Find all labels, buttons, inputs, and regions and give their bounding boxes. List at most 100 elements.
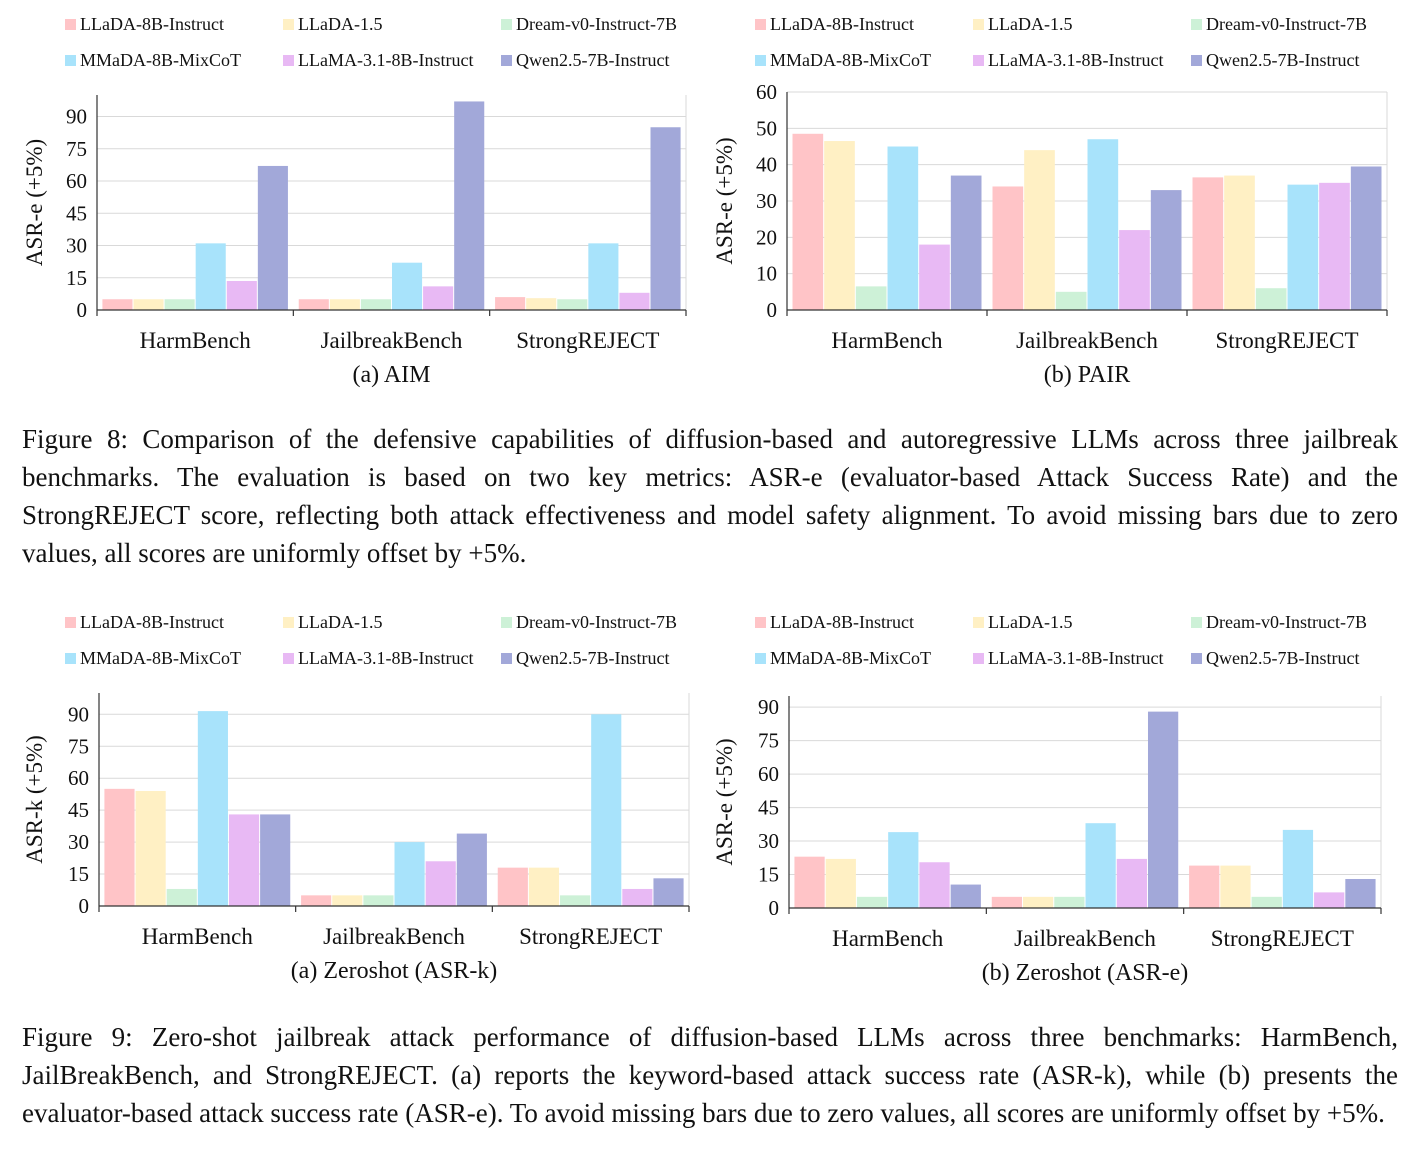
legend-swatch [755,617,766,628]
bar-llama-3-1-8b-instruct-harmbench [919,244,950,310]
legend-label: LLaDA-1.5 [988,612,1073,632]
y-tick-label: 0 [77,298,88,322]
legend-item-mmada-8b-mixcot: MMaDA-8B-MixCoT [755,648,931,669]
bar-llada-8b-instruct-harmbench [102,299,133,310]
y-tick-label: 15 [66,266,87,290]
y-tick-label: 75 [68,734,89,758]
bar-llada-1-5-jailbreakbench [329,299,360,310]
bar-qwen2-5-7b-instruct-harmbench [950,175,982,310]
bar-mmada-8b-mixcot-harmbench [195,243,226,310]
legend-swatch [755,19,766,30]
y-tick-label: 40 [756,153,777,177]
y-axis-label: ASR-e (+5%) [712,738,737,865]
x-category-label: HarmBench [140,328,252,353]
bar-qwen2-5-7b-instruct-strongreject [1350,166,1382,310]
legend-label: LLaDA-8B-Instruct [80,612,224,632]
bar-mmada-8b-mixcot-jailbreakbench [392,262,423,310]
legend-item-dream-v0-instruct-7b: Dream-v0-Instruct-7B [501,14,677,35]
legend-label: LLaDA-1.5 [298,612,383,632]
bar-llada-8b-instruct-jailbreakbench [298,299,329,310]
legend-swatch [501,653,512,664]
y-tick-label: 45 [68,798,89,822]
legend-item-llama-3-1-8b-instruct: LLaMA-3.1-8B-Instruct [283,50,473,71]
legend-swatch [973,653,984,664]
figure9-caption: Figure 9: Zero-shot jailbreak attack per… [22,1022,1398,1128]
bar-llada-8b-instruct-jailbreakbench [301,895,332,906]
bar-mmada-8b-mixcot-jailbreakbench [394,842,425,906]
legend-label: LLaMA-3.1-8B-Instruct [988,50,1164,70]
bar-llada-1-5-jailbreakbench [1023,896,1054,908]
y-tick-label: 90 [68,702,89,726]
bar-llada-1-5-strongreject [526,298,557,310]
legend-label: LLaDA-8B-Instruct [770,14,914,34]
y-tick-label: 0 [769,896,780,920]
legend-item-llada-8b-instruct: LLaDA-8B-Instruct [755,612,914,633]
legend-swatch [755,55,766,66]
legend-swatch [1191,653,1202,664]
bar-mmada-8b-mixcot-harmbench [887,146,919,310]
chart-svg-zeroshot-asr-k: 0 15 30 45 60 75 90 HarmBench JailbreakBench Stro… [22,693,690,984]
legend-item-llada-1-5: LLaDA-1.5 [283,612,382,633]
legend-item-llada-1-5: LLaDA-1.5 [973,612,1072,633]
legend-item-qwen2-5-7b-instruct: Qwen2.5-7B-Instruct [1191,50,1359,71]
bar-dream-v0-instruct-7b-strongreject [1255,288,1287,310]
y-tick-label: 30 [66,234,87,258]
chart-panel-zeroshot-asr-e: 0 15 30 45 60 75 90 HarmBench JailbreakBench Stro… [690,598,1414,998]
bar-qwen2-5-7b-instruct-strongreject [653,878,684,906]
bar-dream-v0-instruct-7b-harmbench [855,286,887,310]
x-category-label: HarmBench [142,924,254,949]
legend-label: LLaDA-8B-Instruct [770,612,914,632]
legend-label: MMaDA-8B-MixCoT [770,648,931,668]
bar-llama-3-1-8b-instruct-strongreject [619,292,650,310]
bar-qwen2-5-7b-instruct-harmbench [257,165,288,310]
chart-panel-aim: 0 15 30 45 60 75 90 HarmBench JailbreakBench Stro… [0,0,706,400]
bar-llama-3-1-8b-instruct-jailbreakbench [423,286,454,310]
legend-swatch [283,19,294,30]
x-category-label: JailbreakBench [321,328,463,353]
legend-label: LLaDA-1.5 [298,14,383,34]
chart-subtitle: (a) Zeroshot (ASR-k) [291,958,498,984]
bar-dream-v0-instruct-7b-harmbench [166,888,197,906]
bar-llama-3-1-8b-instruct-strongreject [1314,892,1345,908]
y-tick-label: 0 [767,298,778,322]
y-tick-label: 90 [758,695,779,719]
legend-item-dream-v0-instruct-7b: Dream-v0-Instruct-7B [501,612,677,633]
bar-qwen2-5-7b-instruct-jailbreakbench [456,833,487,906]
y-axis-label: ASR-k (+5%) [22,735,47,864]
bar-llada-1-5-strongreject [528,867,560,906]
legend-label: Qwen2.5-7B-Instruct [516,648,670,668]
bar-dream-v0-instruct-7b-jailbreakbench [363,895,394,906]
y-axis-label: ASR-e (+5%) [712,137,737,264]
legend-label: LLaDA-1.5 [988,14,1073,34]
legend-swatch [65,617,76,628]
legend-item-mmada-8b-mixcot: MMaDA-8B-MixCoT [755,50,931,71]
bar-llama-3-1-8b-instruct-harmbench [919,862,950,908]
legend-swatch [283,653,294,664]
legend-label: Qwen2.5-7B-Instruct [516,50,670,70]
bar-llada-8b-instruct-harmbench [104,788,135,906]
bar-llada-8b-instruct-harmbench [794,856,825,908]
legend-label: LLaDA-8B-Instruct [80,14,224,34]
legend-swatch [283,55,294,66]
bar-llama-3-1-8b-instruct-strongreject [1319,182,1350,310]
legend-swatch [501,55,512,66]
x-category-label: StrongREJECT [1215,328,1358,353]
bar-llada-8b-instruct-strongreject [1189,865,1220,908]
bar-mmada-8b-mixcot-jailbreakbench [1087,139,1119,310]
bar-llada-1-5-harmbench [133,299,164,310]
legend-label: Dream-v0-Instruct-7B [516,14,677,34]
y-tick-label: 60 [756,80,777,104]
x-category-label: StrongREJECT [1211,926,1354,951]
bar-dream-v0-instruct-7b-jailbreakbench [360,299,391,310]
bar-llada-1-5-harmbench [135,790,166,906]
bar-dream-v0-instruct-7b-harmbench [164,299,195,310]
bar-llama-3-1-8b-instruct-jailbreakbench [1119,230,1150,310]
x-category-label: JailbreakBench [1016,328,1158,353]
legend-swatch [65,19,76,30]
chart-panel-zeroshot-asr-k: 0 15 30 45 60 75 90 HarmBench JailbreakBench Stro… [0,598,706,998]
x-category-label: HarmBench [831,328,943,353]
legend-label: LLaMA-3.1-8B-Instruct [988,648,1164,668]
legend-item-qwen2-5-7b-instruct: Qwen2.5-7B-Instruct [501,50,669,71]
legend-item-qwen2-5-7b-instruct: Qwen2.5-7B-Instruct [501,648,669,669]
x-category-label: JailbreakBench [323,924,465,949]
